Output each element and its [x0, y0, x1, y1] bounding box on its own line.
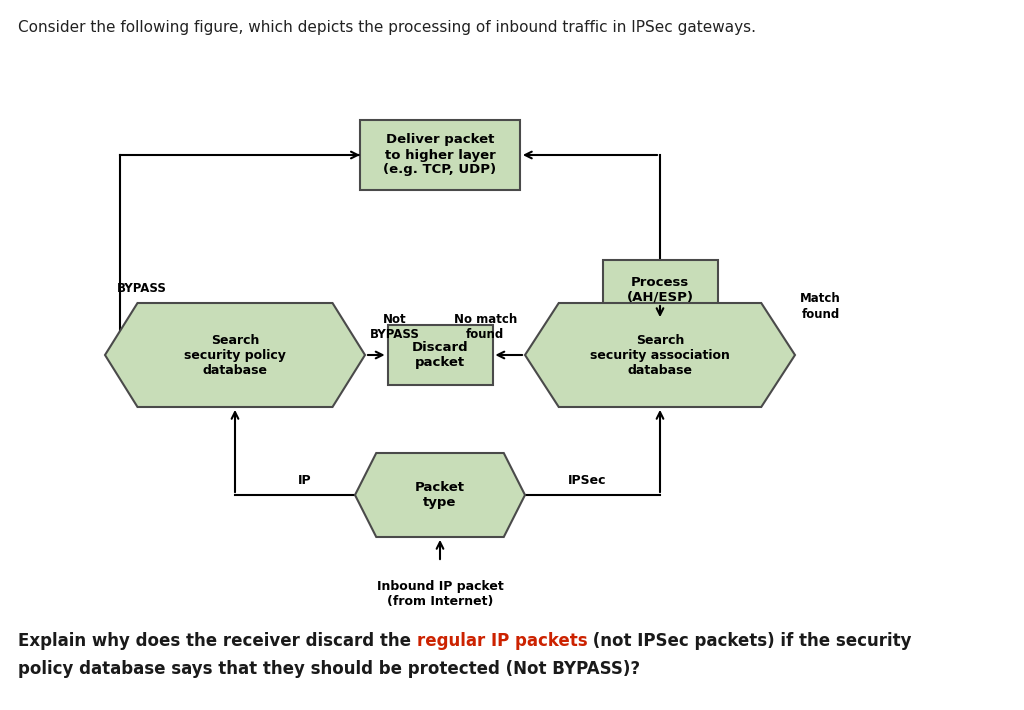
Text: IPSec: IPSec — [568, 474, 607, 487]
Text: policy database says that they should be protected (Not BYPASS)?: policy database says that they should be… — [18, 660, 640, 678]
Text: Explain why does the receiver discard the: Explain why does the receiver discard th… — [18, 632, 417, 650]
Text: Deliver packet
to higher layer
(e.g. TCP, UDP): Deliver packet to higher layer (e.g. TCP… — [383, 133, 497, 177]
Text: No match
found: No match found — [454, 313, 517, 341]
Text: Discard
packet: Discard packet — [412, 341, 468, 369]
Text: Packet
type: Packet type — [415, 481, 465, 509]
Text: Process
(AH/ESP): Process (AH/ESP) — [627, 276, 693, 304]
FancyBboxPatch shape — [360, 120, 520, 190]
Text: Consider the following figure, which depicts the processing of inbound traffic i: Consider the following figure, which dep… — [18, 20, 756, 35]
Polygon shape — [525, 303, 795, 407]
Text: (not IPSec packets) if the security: (not IPSec packets) if the security — [588, 632, 912, 650]
Text: Match
found: Match found — [800, 293, 841, 320]
Text: Search
security association
database: Search security association database — [590, 334, 730, 376]
Text: IP: IP — [298, 474, 312, 487]
Polygon shape — [355, 453, 525, 537]
FancyBboxPatch shape — [387, 325, 493, 385]
FancyBboxPatch shape — [602, 260, 718, 320]
Text: BYPASS: BYPASS — [117, 282, 167, 295]
Text: Inbound IP packet
(from Internet): Inbound IP packet (from Internet) — [377, 580, 504, 608]
Polygon shape — [105, 303, 365, 407]
Text: regular IP packets: regular IP packets — [417, 632, 588, 650]
Text: Not
BYPASS: Not BYPASS — [370, 313, 420, 341]
Text: Search
security policy
database: Search security policy database — [184, 334, 286, 376]
